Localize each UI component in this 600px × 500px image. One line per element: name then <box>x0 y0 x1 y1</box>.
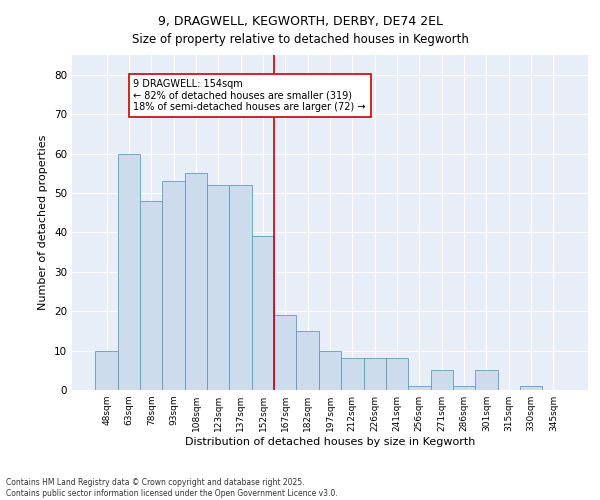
Bar <box>386 358 408 390</box>
Text: Contains HM Land Registry data © Crown copyright and database right 2025.
Contai: Contains HM Land Registry data © Crown c… <box>6 478 338 498</box>
Bar <box>95 350 118 390</box>
Bar <box>274 315 296 390</box>
Text: 9, DRAGWELL, KEGWORTH, DERBY, DE74 2EL: 9, DRAGWELL, KEGWORTH, DERBY, DE74 2EL <box>157 15 443 28</box>
Bar <box>229 185 252 390</box>
Bar <box>140 201 163 390</box>
Bar <box>408 386 431 390</box>
Bar <box>475 370 497 390</box>
Text: 9 DRAGWELL: 154sqm
← 82% of detached houses are smaller (319)
18% of semi-detach: 9 DRAGWELL: 154sqm ← 82% of detached hou… <box>133 78 366 112</box>
Bar <box>163 181 185 390</box>
Bar <box>453 386 475 390</box>
Bar <box>207 185 229 390</box>
Bar <box>364 358 386 390</box>
Bar <box>431 370 453 390</box>
Text: Size of property relative to detached houses in Kegworth: Size of property relative to detached ho… <box>131 32 469 46</box>
Bar <box>319 350 341 390</box>
Bar <box>252 236 274 390</box>
Bar <box>185 173 207 390</box>
Bar <box>520 386 542 390</box>
Bar <box>118 154 140 390</box>
Bar <box>341 358 364 390</box>
X-axis label: Distribution of detached houses by size in Kegworth: Distribution of detached houses by size … <box>185 437 475 447</box>
Bar <box>296 331 319 390</box>
Y-axis label: Number of detached properties: Number of detached properties <box>38 135 49 310</box>
